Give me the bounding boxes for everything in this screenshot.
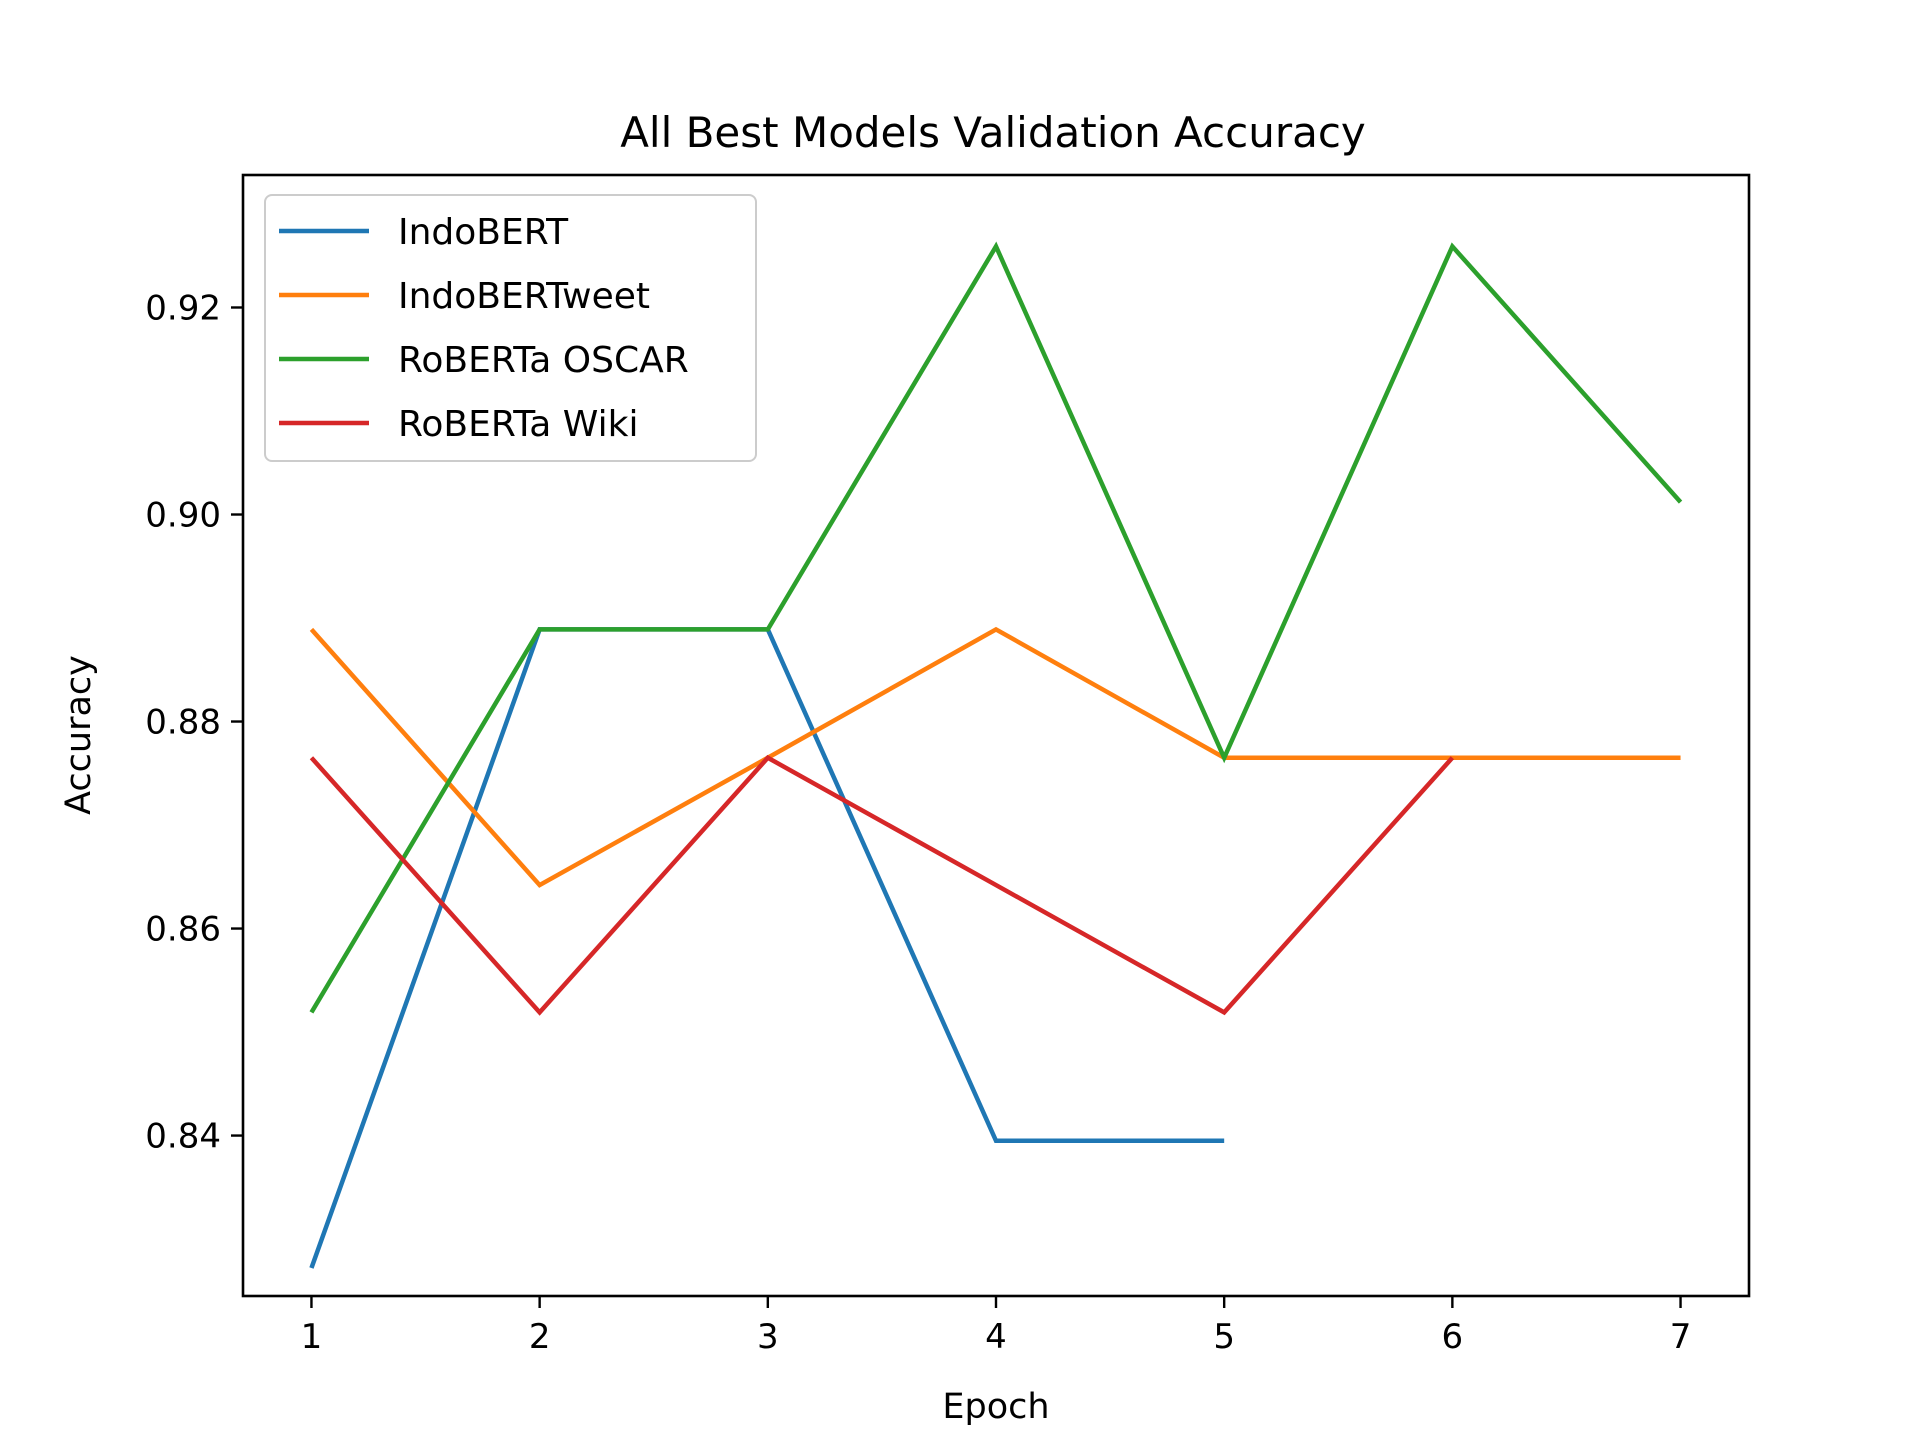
series-line-roberta-wiki	[309, 754, 1455, 1016]
x-tick-label: 7	[1670, 1317, 1692, 1357]
y-tick-label: 0.84	[145, 1117, 221, 1157]
legend-label: IndoBERT	[398, 212, 569, 253]
y-tick-label: 0.90	[145, 496, 221, 536]
legend: IndoBERT IndoBERTweet RoBERTa OSCAR RoBERTa…	[264, 194, 757, 462]
x-tick-label: 4	[985, 1317, 1007, 1357]
x-tick-label: 6	[1442, 1317, 1464, 1357]
y-tick-label: 0.88	[145, 703, 221, 743]
chart-title: All Best Models Validation Accuracy	[620, 108, 1366, 157]
x-axis-label: Epoch	[942, 1387, 1049, 1427]
y-axis: 0.84 0.86 0.88 0.90 0.92	[145, 288, 243, 1157]
y-tick-label: 0.92	[145, 288, 221, 328]
legend-item-roberta-oscar: RoBERTa OSCAR	[279, 340, 689, 381]
legend-label: RoBERTa Wiki	[398, 404, 638, 445]
y-axis-label: Accuracy	[59, 655, 99, 815]
x-tick-label: 2	[529, 1317, 551, 1357]
series-line-roberta-oscar	[309, 241, 1683, 1014]
x-tick-label: 1	[301, 1317, 323, 1357]
y-tick-label: 0.86	[145, 910, 221, 950]
legend-item-indobertweet: IndoBERTweet	[279, 276, 650, 317]
legend-box	[264, 194, 757, 462]
x-axis: 1 2 3 4 5 6 7	[301, 1296, 1692, 1357]
legend-label: RoBERTa OSCAR	[398, 340, 689, 381]
x-tick-label: 3	[757, 1317, 779, 1357]
legend-label: IndoBERTweet	[398, 276, 650, 317]
series-line-indobert	[309, 627, 1225, 1269]
legend-item-indobert: IndoBERT	[279, 212, 569, 253]
legend-items: IndoBERT IndoBERTweet RoBERTa OSCAR RoBERTa…	[279, 212, 689, 445]
legend-item-roberta-wiki: RoBERTa Wiki	[279, 404, 638, 445]
series-layer	[309, 241, 1683, 1269]
x-tick-label: 5	[1213, 1317, 1235, 1357]
